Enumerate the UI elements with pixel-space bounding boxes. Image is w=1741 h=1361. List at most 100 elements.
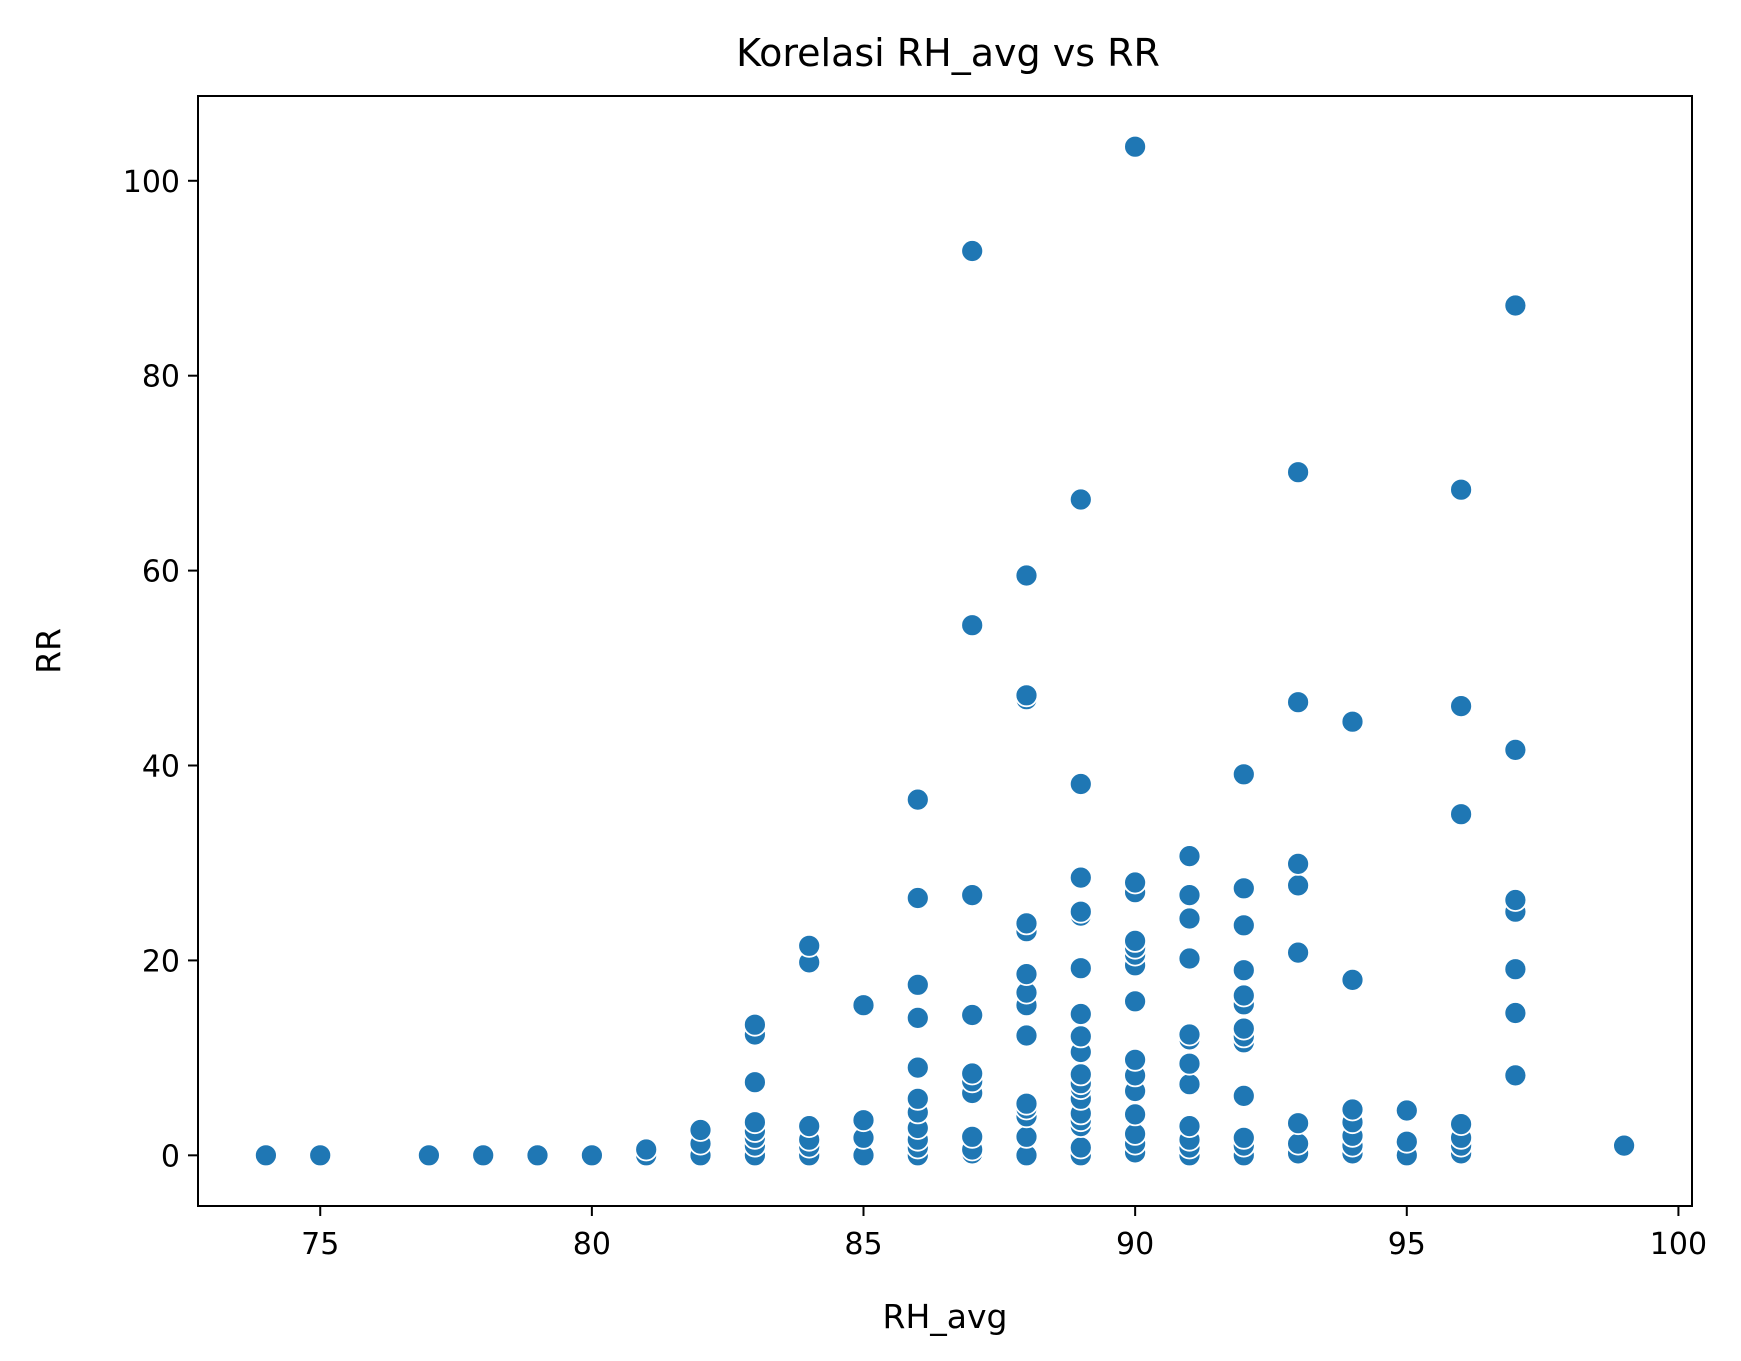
- data-point: [1123, 870, 1147, 895]
- data-point: [1014, 1023, 1039, 1048]
- data-point: [1503, 293, 1528, 318]
- data-point: [1286, 873, 1310, 898]
- data-point: [1177, 1114, 1202, 1138]
- x-tick-label: 95: [1388, 1227, 1426, 1262]
- data-point: [308, 1143, 333, 1168]
- data-point: [1068, 956, 1093, 981]
- data-point: [1286, 460, 1310, 485]
- data-point: [1123, 929, 1147, 953]
- data-point: [1177, 844, 1202, 868]
- data-point: [1231, 1084, 1256, 1108]
- chart-title: Korelasi RH_avg vs RR: [736, 31, 1160, 75]
- y-tick-label: 20: [142, 944, 180, 979]
- data-point: [1177, 1051, 1202, 1076]
- data-point: [1014, 563, 1039, 588]
- data-point: [525, 1143, 550, 1168]
- x-tick-label: 85: [844, 1227, 882, 1262]
- data-point: [1068, 1002, 1093, 1026]
- data-point: [905, 886, 930, 910]
- data-point: [1068, 899, 1093, 924]
- y-tick-label: 60: [142, 555, 180, 590]
- data-point: [1449, 802, 1473, 827]
- data-point: [580, 1143, 604, 1168]
- data-point: [1068, 487, 1093, 512]
- data-point: [1503, 1001, 1528, 1025]
- data-point: [1231, 983, 1256, 1008]
- y-tick-label: 100: [123, 165, 180, 200]
- data-point: [1014, 962, 1039, 986]
- data-point: [905, 1055, 930, 1080]
- data-point: [1231, 958, 1256, 983]
- data-point: [1014, 1124, 1039, 1149]
- data-point: [743, 1070, 767, 1095]
- data-point: [1177, 946, 1202, 971]
- data-point: [1068, 1135, 1093, 1160]
- x-tick-label: 75: [301, 1227, 339, 1262]
- data-point: [1340, 1097, 1365, 1122]
- data-point: [905, 1086, 930, 1111]
- data-point: [471, 1143, 496, 1168]
- data-point: [1231, 762, 1256, 787]
- data-point: [1068, 1062, 1093, 1087]
- x-tick-label: 90: [1116, 1227, 1154, 1262]
- data-point: [960, 1003, 985, 1027]
- data-point: [1014, 911, 1039, 936]
- data-point: [1286, 1131, 1310, 1156]
- data-point: [1449, 694, 1473, 718]
- y-tick-label: 0: [161, 1139, 180, 1174]
- data-point: [1503, 888, 1528, 912]
- data-point: [1177, 883, 1202, 907]
- data-point: [1014, 683, 1039, 708]
- data-point: [1394, 1129, 1419, 1154]
- data-point: [851, 1108, 876, 1133]
- data-point: [1503, 738, 1528, 762]
- plot-frame: [197, 95, 1693, 1207]
- data-point: [1231, 876, 1256, 901]
- data-point: [797, 1114, 822, 1138]
- data-point: [960, 1124, 985, 1149]
- data-point: [1231, 1016, 1256, 1041]
- data-point: [905, 787, 930, 812]
- data-point: [1231, 1125, 1256, 1150]
- data-point: [688, 1118, 713, 1142]
- data-point: [797, 933, 822, 958]
- data-point: [1068, 1024, 1093, 1049]
- data-point: [1068, 772, 1093, 796]
- y-axis-label: RR: [29, 628, 68, 674]
- data-point: [1123, 1102, 1147, 1127]
- y-tick-label: 40: [142, 750, 180, 785]
- data-point: [960, 613, 985, 638]
- data-point: [960, 883, 985, 907]
- data-point: [960, 1061, 985, 1086]
- data-point: [1177, 1022, 1202, 1047]
- y-axis-ticks: 0 20 40 60 80 100: [123, 165, 198, 1174]
- x-tick-label: 80: [573, 1227, 611, 1262]
- data-point: [743, 1110, 767, 1135]
- y-tick-label: 80: [142, 360, 180, 395]
- data-point: [905, 1006, 930, 1030]
- data-point: [1449, 1112, 1473, 1136]
- data-point: [1503, 957, 1528, 982]
- data-point: [1286, 690, 1310, 715]
- data-point: [1014, 1091, 1039, 1116]
- data-point: [416, 1143, 441, 1168]
- data-point: [1286, 1111, 1310, 1136]
- data-point: [634, 1137, 659, 1162]
- data-point: [1177, 1072, 1202, 1097]
- data-point: [1286, 940, 1310, 965]
- data-point: [1612, 1133, 1636, 1158]
- plot-area: [253, 134, 1636, 1168]
- data-point: [960, 239, 985, 263]
- data-point: [743, 1012, 767, 1037]
- data-point: [1286, 852, 1310, 876]
- data-point: [253, 1143, 278, 1168]
- data-point: [851, 993, 876, 1018]
- data-point: [1177, 906, 1202, 931]
- data-point: [1068, 865, 1093, 890]
- data-point: [1394, 1098, 1419, 1123]
- data-point: [1123, 989, 1147, 1014]
- data-point: [905, 972, 930, 997]
- data-point: [1503, 1063, 1528, 1088]
